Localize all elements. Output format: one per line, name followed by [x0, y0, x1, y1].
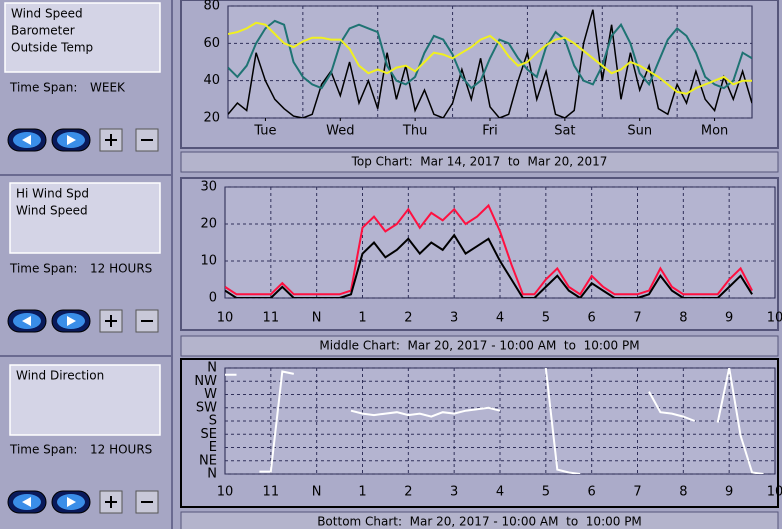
- y-tick-label: NW: [194, 374, 217, 389]
- data-line: [228, 9, 752, 118]
- x-tick-label: Wed: [326, 124, 354, 139]
- x-tick-label: 4: [496, 485, 504, 500]
- back-button[interactable]: [7, 128, 47, 152]
- x-tick-label: 9: [725, 311, 733, 326]
- y-tick-label: S: [209, 414, 217, 429]
- button-arrow[interactable]: [22, 135, 31, 145]
- x-tick-label: 1: [358, 485, 366, 500]
- y-tick-label: 20: [203, 111, 220, 126]
- x-tick-label: 7: [633, 311, 641, 326]
- x-tick-label: Fri: [482, 124, 498, 139]
- x-tick-label: 11: [263, 311, 280, 326]
- legend-box: [9, 364, 161, 436]
- button-arrow[interactable]: [22, 316, 31, 326]
- caption-bar: [180, 511, 779, 529]
- zoom-in-button[interactable]: [99, 309, 123, 333]
- zoom-out-button[interactable]: [135, 490, 159, 514]
- x-tick-label: Sun: [627, 124, 652, 139]
- data-line: [225, 368, 764, 474]
- x-tick-label: 6: [588, 311, 596, 326]
- back-button[interactable]: [7, 309, 47, 333]
- legend-entry: Wind Speed: [16, 204, 88, 218]
- button-arrow[interactable]: [67, 316, 76, 326]
- x-tick-label: 10: [767, 311, 782, 326]
- data-line: [225, 203, 753, 296]
- legend-entry: Hi Wind Spd: [16, 187, 89, 201]
- x-tick-label: 2: [404, 311, 412, 326]
- forward-button[interactable]: [51, 309, 91, 333]
- x-tick-label: 6: [588, 485, 596, 500]
- x-tick-label: 7: [633, 485, 641, 500]
- y-tick-label: SE: [201, 427, 217, 442]
- x-tick-label: 8: [679, 311, 687, 326]
- y-tick-label: 20: [200, 217, 217, 232]
- x-tick-label: 9: [725, 485, 733, 500]
- forward-button[interactable]: [51, 490, 91, 514]
- time-span-value: WEEK: [90, 81, 126, 95]
- x-tick-label: 11: [263, 485, 280, 500]
- time-span-label: Time Span:: [9, 81, 77, 95]
- button-arrow[interactable]: [22, 497, 31, 507]
- x-tick-label: Mon: [701, 124, 728, 139]
- back-button[interactable]: [7, 490, 47, 514]
- y-tick-label: 0: [209, 291, 217, 306]
- legend-entry: Outside Temp: [11, 41, 93, 55]
- y-tick-label: NE: [199, 453, 217, 468]
- y-tick-label: W: [204, 387, 217, 402]
- zoom-out-button[interactable]: [135, 309, 159, 333]
- data-line: [228, 21, 752, 95]
- zoom-out-button[interactable]: [135, 128, 159, 152]
- zoom-in-button[interactable]: [99, 490, 123, 514]
- y-tick-label: N: [207, 361, 217, 376]
- y-tick-label: SW: [196, 400, 217, 415]
- y-tick-label: 10: [200, 254, 217, 269]
- data-line: [225, 233, 753, 298]
- x-tick-label: N: [312, 311, 322, 326]
- legend-box: [4, 2, 161, 73]
- legend-entry: Wind Direction: [16, 369, 104, 383]
- y-tick-label: 80: [203, 0, 220, 14]
- x-tick-label: 8: [679, 485, 687, 500]
- x-tick-label: 5: [542, 485, 550, 500]
- x-tick-label: 2: [404, 485, 412, 500]
- chart-caption: Top Chart: Mar 14, 2017 to Mar 20, 2017: [351, 155, 608, 169]
- x-tick-label: N: [312, 485, 322, 500]
- x-tick-label: 3: [450, 485, 458, 500]
- caption-bar: [180, 151, 779, 173]
- chart-caption: Middle Chart: Mar 20, 2017 - 10:00 AM to…: [319, 339, 639, 353]
- x-tick-label: 3: [450, 311, 458, 326]
- zoom-in-button[interactable]: [99, 128, 123, 152]
- button-arrow[interactable]: [67, 135, 76, 145]
- y-tick-label: 60: [203, 36, 220, 51]
- legend-entry: Wind Speed: [11, 7, 83, 21]
- time-span-value: 12 HOURS: [90, 443, 152, 457]
- time-span-value: 12 HOURS: [90, 262, 152, 276]
- time-span-label: Time Span:: [9, 262, 77, 276]
- x-tick-label: 10: [217, 485, 234, 500]
- x-tick-label: Tue: [253, 124, 276, 139]
- x-tick-label: Sat: [554, 124, 575, 139]
- y-tick-label: 40: [203, 73, 220, 88]
- x-tick-label: Thu: [402, 124, 427, 139]
- legend-entry: Barometer: [11, 24, 75, 38]
- time-span-label: Time Span:: [9, 443, 77, 457]
- plot-area: [227, 5, 753, 119]
- x-tick-label: 5: [542, 311, 550, 326]
- x-tick-label: 10: [217, 311, 234, 326]
- x-tick-label: 10: [767, 485, 782, 500]
- x-tick-label: 1: [358, 311, 366, 326]
- chart-caption: Bottom Chart: Mar 20, 2017 - 10:00 AM to…: [317, 515, 642, 529]
- y-tick-label: 30: [200, 180, 217, 195]
- y-tick-label: N: [207, 467, 217, 482]
- caption-bar: [180, 335, 779, 357]
- x-tick-label: 4: [496, 311, 504, 326]
- data-line: [228, 19, 752, 90]
- forward-button[interactable]: [51, 128, 91, 152]
- y-tick-label: E: [209, 440, 217, 455]
- legend-box: [9, 182, 161, 254]
- button-arrow[interactable]: [67, 497, 76, 507]
